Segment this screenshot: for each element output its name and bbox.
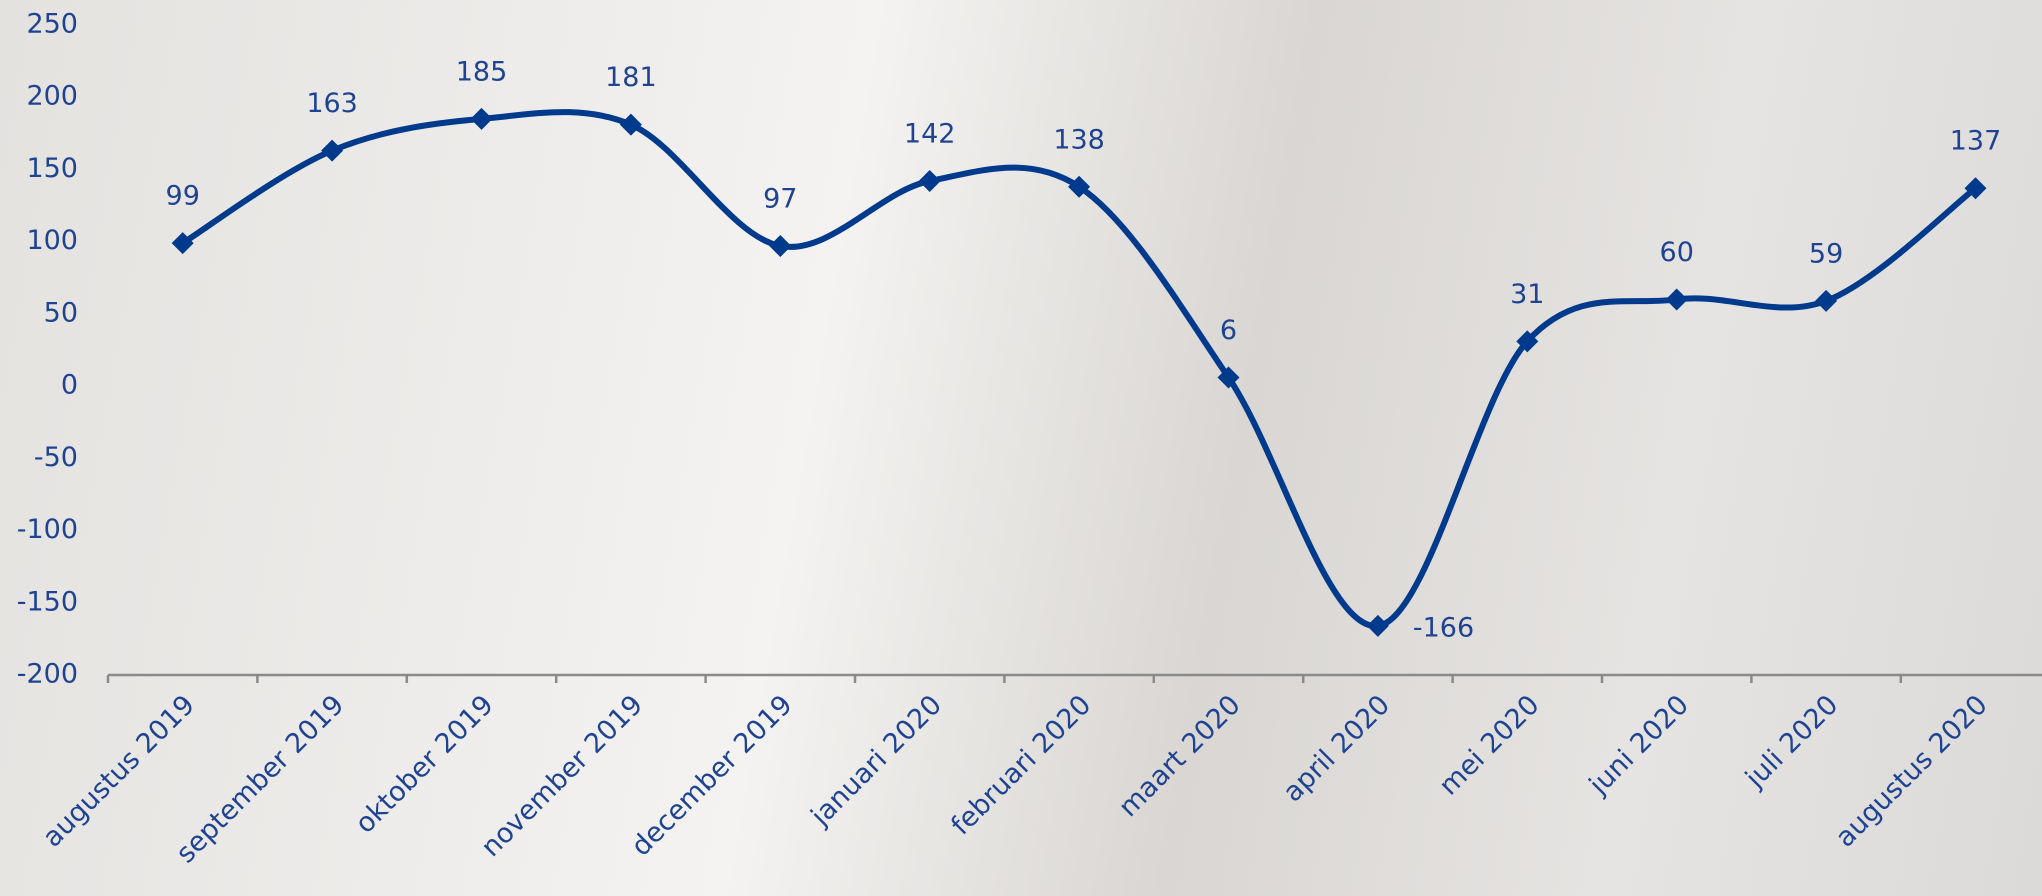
data-label: 163 xyxy=(306,88,358,119)
marker xyxy=(171,232,194,255)
x-tick-label: oktober 2019 xyxy=(350,689,500,839)
y-tick-label: -100 xyxy=(17,514,78,545)
data-label: -166 xyxy=(1413,612,1474,643)
y-tick-label: 0 xyxy=(61,370,78,401)
x-tick-label: augustus 2019 xyxy=(37,689,201,853)
y-tick-label: 150 xyxy=(26,153,78,184)
series-line xyxy=(181,109,1978,629)
y-tick-label: 100 xyxy=(26,225,78,256)
x-tick-label: maart 2020 xyxy=(1113,689,1247,823)
marker xyxy=(619,113,642,136)
marker xyxy=(1217,366,1240,389)
marker xyxy=(1964,177,1987,200)
data-label: 185 xyxy=(456,56,508,87)
marker xyxy=(321,139,344,162)
marker xyxy=(918,170,941,192)
data-label: 6 xyxy=(1220,315,1237,346)
marker xyxy=(1516,330,1539,353)
data-label: 142 xyxy=(904,119,956,150)
x-tick-label: april 2020 xyxy=(1277,689,1396,808)
data-label: 31 xyxy=(1510,279,1544,310)
y-tick-label: 50 xyxy=(44,297,78,328)
x-tick-label: augustus 2020 xyxy=(1830,689,1994,853)
y-tick-label: 250 xyxy=(26,9,78,40)
marker xyxy=(1815,289,1838,312)
x-tick-label: februari 2020 xyxy=(945,689,1097,841)
data-label: 59 xyxy=(1809,238,1843,269)
data-label: 181 xyxy=(605,62,657,93)
marker xyxy=(470,107,493,130)
x-tick-label: september 2019 xyxy=(170,689,350,869)
data-label: 137 xyxy=(1950,126,2002,157)
y-tick-label: -50 xyxy=(34,442,78,473)
y-tick-label: -150 xyxy=(17,586,78,617)
marker xyxy=(1665,288,1688,311)
y-tick-label: 200 xyxy=(26,81,78,112)
data-label: 97 xyxy=(763,184,797,215)
y-tick-label: -200 xyxy=(17,659,78,690)
x-tick-label: januari 2020 xyxy=(805,689,948,832)
x-tick-label: juni 2020 xyxy=(1583,689,1695,801)
data-label: 99 xyxy=(166,181,200,212)
data-label: 60 xyxy=(1660,237,1694,268)
x-tick-label: juli 2020 xyxy=(1739,689,1844,794)
x-tick-label: december 2019 xyxy=(626,689,799,862)
marker xyxy=(1366,614,1389,637)
data-label: 138 xyxy=(1053,124,1105,155)
marker xyxy=(1068,175,1091,198)
x-tick-label: mei 2020 xyxy=(1433,689,1545,801)
x-tick-label: november 2019 xyxy=(475,689,649,863)
marker xyxy=(769,235,792,257)
